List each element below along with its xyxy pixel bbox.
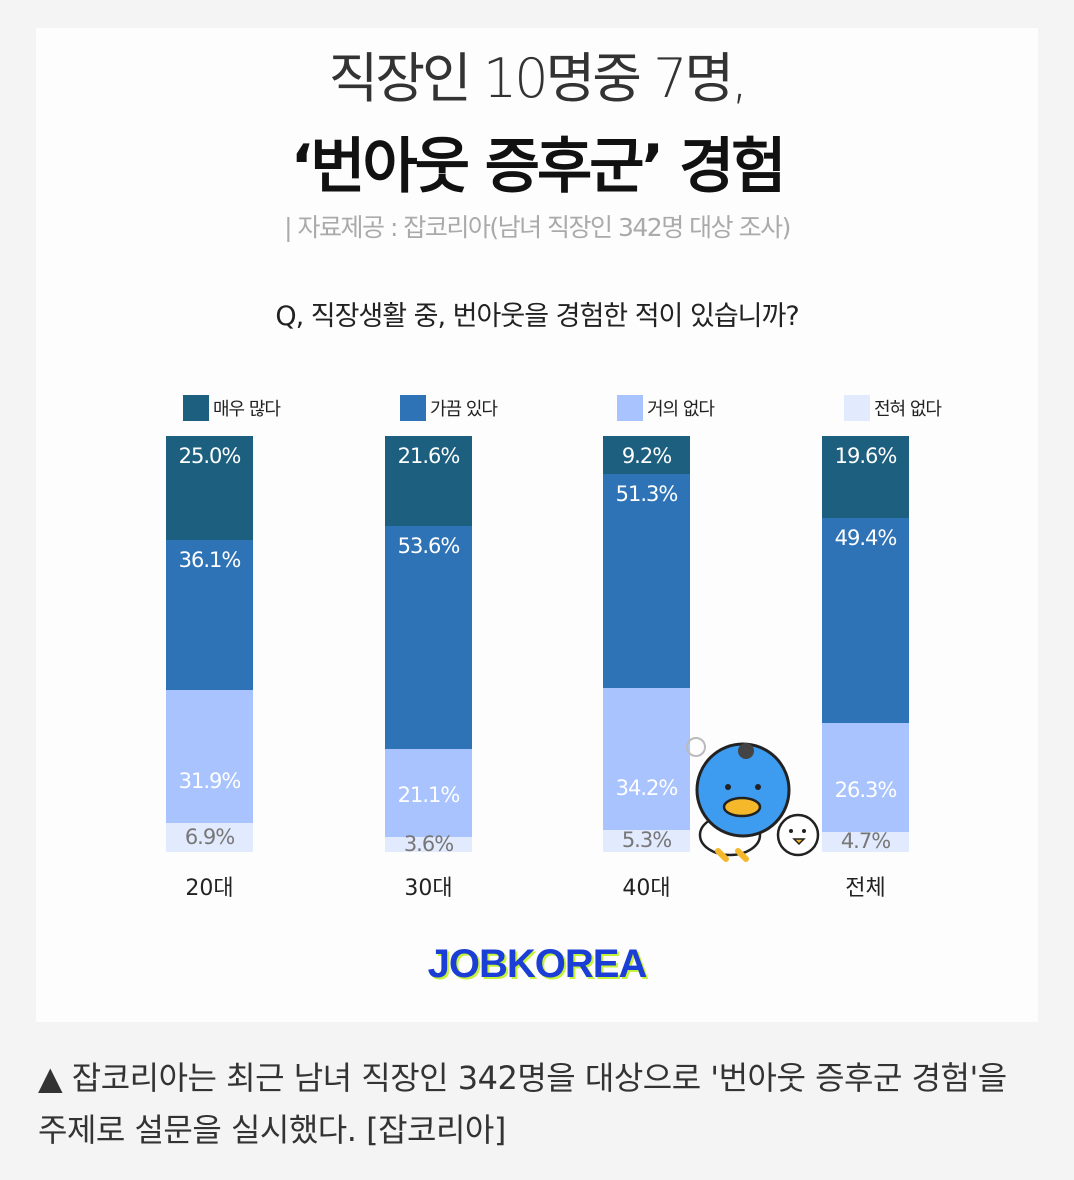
bar-segment: 25.0% [166, 436, 253, 541]
legend-label: 거의 없다 [647, 399, 715, 420]
bar-segment: 31.9% [166, 690, 253, 824]
bar-stack: 9.2% 51.3% 34.2% 5.3% [603, 436, 690, 852]
bar-segment: 9.2% [603, 436, 690, 475]
data-label: 19.6% [834, 444, 898, 468]
bar-segment: 53.6% [385, 525, 472, 750]
legend-item: 전혀 없다 [844, 395, 942, 421]
legend-label: 가끔 있다 [430, 399, 498, 420]
title-line2: ‘번아웃 증후군’ 경험 [290, 132, 787, 202]
category-label: 전체 [845, 876, 886, 901]
legend-label: 전혀 없다 [874, 399, 942, 420]
category-label: 40대 [622, 876, 671, 901]
data-label: 25.0% [178, 444, 242, 468]
data-label: 49.4% [834, 525, 898, 550]
data-label: 31.9% [178, 769, 242, 794]
article-caption: ▲ 잡코리아는 최근 남녀 직장인 342명을 대상으로 '번아웃 증후군 경험… [38, 1059, 1007, 1149]
bar-stack: 19.6% 49.4% 26.3% 4.7% [822, 436, 909, 854]
bar-segment: 3.6% [385, 832, 472, 856]
bar-segment: 36.1% [166, 540, 253, 691]
legend-item: 가끔 있다 [400, 395, 498, 421]
bar-segment: 19.6% [822, 436, 909, 518]
bar-segment: 4.7% [822, 829, 909, 854]
data-label: 51.3% [615, 482, 679, 507]
bar-segment: 49.4% [822, 517, 909, 724]
data-label: 9.2% [621, 444, 672, 468]
data-label: 34.2% [615, 775, 679, 800]
data-label: 21.1% [397, 783, 461, 807]
data-label: 36.1% [178, 548, 242, 573]
data-label: 6.9% [184, 824, 235, 849]
bar-segment: 51.3% [603, 474, 690, 688]
legend-swatch [183, 395, 209, 421]
legend-item: 매우 많다 [183, 395, 281, 421]
bar-stack: 21.6% 53.6% 21.1% 3.6% [385, 436, 472, 856]
bar-segment: 21.6% [385, 436, 472, 526]
legend-label: 매우 많다 [213, 399, 281, 420]
data-label: 5.3% [621, 827, 672, 852]
bar-stack: 25.0% 36.1% 31.9% 6.9% [166, 436, 253, 852]
data-label: 21.6% [397, 444, 461, 468]
data-label: 53.6% [397, 533, 461, 558]
mascot-icon [686, 737, 820, 862]
bar-segment: 5.3% [603, 827, 690, 852]
legend-swatch [844, 395, 870, 421]
data-label: 3.6% [403, 831, 454, 856]
bar-segment: 26.3% [822, 723, 909, 833]
category-label: 30대 [404, 876, 453, 901]
bar-segment: 34.2% [603, 687, 690, 830]
legend-swatch [400, 395, 426, 421]
title-line1: 직장인 10명중 7명, [328, 47, 749, 110]
data-label: 4.7% [840, 829, 891, 854]
category-label: 20대 [185, 876, 234, 901]
bar-segment: 6.9% [166, 823, 253, 852]
legend-swatch [617, 395, 643, 421]
source-note: | 자료제공 : 잡코리아(남녀 직장인 342명 대상 조사) [284, 213, 791, 242]
bar-segment: 21.1% [385, 749, 472, 837]
legend-item: 거의 없다 [617, 395, 715, 421]
data-label: 26.3% [834, 778, 898, 803]
chart-question: Q, 직장생활 중, 번아웃을 경험한 적이 있습니까? [275, 301, 799, 332]
jobkorea-logo: JOBKOREA [427, 942, 648, 986]
